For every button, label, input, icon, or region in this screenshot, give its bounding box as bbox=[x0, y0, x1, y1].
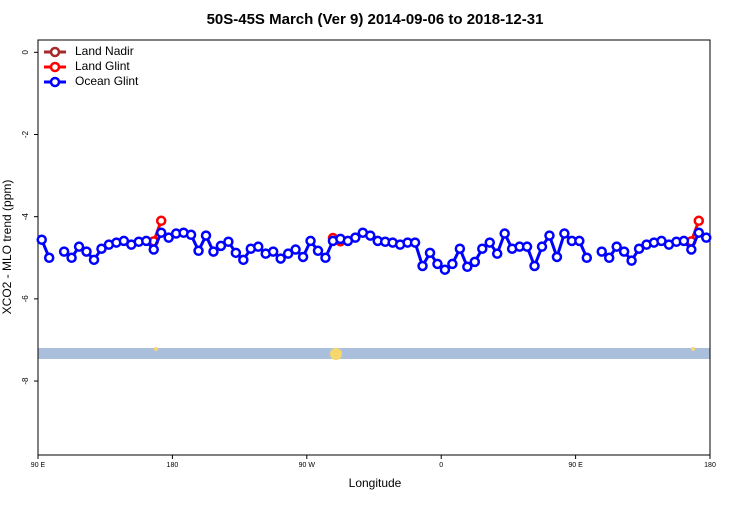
x-tick-label: 90 E bbox=[31, 462, 46, 469]
data-point bbox=[484, 237, 495, 248]
data-point bbox=[193, 245, 204, 257]
data-point bbox=[678, 235, 690, 247]
data-point bbox=[350, 232, 361, 243]
data-point bbox=[73, 241, 85, 252]
legend-marker bbox=[49, 61, 61, 73]
data-point bbox=[253, 241, 264, 252]
data-point bbox=[267, 246, 279, 257]
data-point bbox=[215, 240, 227, 252]
data-point bbox=[282, 248, 294, 259]
x-tick-label: 180 bbox=[167, 462, 179, 469]
legend-marker bbox=[49, 46, 61, 58]
data-point bbox=[499, 228, 510, 239]
data-point bbox=[185, 229, 197, 241]
data-point bbox=[365, 230, 376, 241]
data-point bbox=[529, 260, 540, 272]
data-point bbox=[200, 230, 212, 241]
data-point bbox=[58, 246, 70, 257]
legend-marker bbox=[49, 76, 61, 88]
data-point bbox=[88, 254, 100, 266]
plot-frame bbox=[37, 39, 711, 456]
data-point bbox=[521, 241, 533, 252]
legend-label: Ocean Glint bbox=[75, 74, 139, 88]
legend-label: Land Nadir bbox=[75, 44, 134, 58]
x-tick-label: 180 bbox=[704, 462, 716, 469]
data-point bbox=[66, 252, 77, 264]
data-point bbox=[559, 228, 570, 239]
y-tick-label: -2 bbox=[21, 130, 30, 138]
data-point bbox=[536, 241, 548, 252]
data-point bbox=[148, 244, 159, 255]
data-point bbox=[447, 258, 458, 270]
land-marker bbox=[154, 347, 158, 351]
y-axis-label: XCO2 - MLO trend (ppm) bbox=[0, 180, 14, 315]
data-point bbox=[462, 261, 473, 273]
data-point bbox=[633, 243, 645, 254]
data-point bbox=[409, 237, 421, 248]
data-point bbox=[581, 252, 593, 264]
data-point bbox=[230, 247, 242, 259]
y-tick-label: -8 bbox=[21, 377, 30, 385]
data-point bbox=[297, 251, 309, 263]
data-point bbox=[491, 248, 503, 259]
data-point bbox=[701, 232, 712, 243]
x-tick-label: 90 E bbox=[568, 462, 583, 469]
y-tick-label: 0 bbox=[21, 50, 30, 55]
data-point bbox=[155, 215, 167, 227]
data-point bbox=[432, 258, 443, 270]
data-point bbox=[596, 246, 607, 257]
land-marker bbox=[691, 347, 695, 351]
land-marker bbox=[330, 348, 342, 360]
data-point bbox=[96, 243, 107, 254]
data-point bbox=[208, 246, 219, 257]
y-tick-label: -4 bbox=[21, 213, 30, 221]
data-point bbox=[424, 247, 436, 259]
data-point bbox=[223, 236, 234, 247]
data-point bbox=[36, 234, 47, 245]
data-point bbox=[275, 253, 286, 264]
data-point bbox=[290, 244, 301, 255]
map-strip bbox=[38, 348, 710, 359]
x-tick-label: 0 bbox=[439, 462, 443, 469]
data-point bbox=[477, 243, 488, 254]
chart-title: 50S-45S March (Ver 9) 2014-09-06 to 2018… bbox=[207, 11, 544, 28]
data-point bbox=[238, 254, 249, 266]
data-point bbox=[544, 230, 555, 241]
x-axis-label: Longitude bbox=[349, 476, 402, 490]
data-point bbox=[469, 256, 481, 268]
data-point bbox=[686, 244, 697, 255]
data-point bbox=[454, 243, 466, 254]
data-point bbox=[43, 252, 55, 264]
data-point bbox=[618, 246, 630, 257]
data-point bbox=[603, 252, 615, 264]
data-point bbox=[551, 251, 563, 263]
data-point bbox=[163, 232, 174, 243]
data-point bbox=[81, 246, 92, 257]
data-point bbox=[693, 227, 705, 238]
data-point bbox=[439, 264, 451, 275]
data-point bbox=[626, 255, 637, 266]
data-point bbox=[312, 245, 324, 257]
y-tick-label: -6 bbox=[21, 295, 30, 303]
data-point bbox=[320, 252, 331, 264]
data-point bbox=[693, 215, 705, 227]
data-point bbox=[574, 235, 585, 247]
legend-label: Land Glint bbox=[75, 59, 130, 73]
data-point bbox=[417, 260, 428, 272]
data-point bbox=[305, 235, 316, 247]
data-point bbox=[155, 227, 167, 238]
data-point bbox=[141, 235, 152, 247]
x-tick-label: 90 W bbox=[299, 462, 316, 469]
data-point bbox=[611, 241, 622, 252]
